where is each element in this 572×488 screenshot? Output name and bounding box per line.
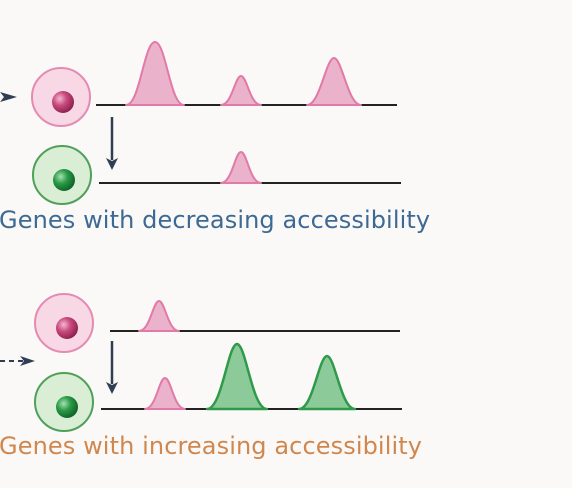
decreasing-accessibility-caption: Genes with decreasing accessibility bbox=[0, 206, 431, 234]
green-cell bbox=[34, 372, 94, 432]
accessibility-peak bbox=[205, 342, 269, 411]
accessibility-peak bbox=[220, 151, 262, 184]
cell-nucleus bbox=[53, 169, 75, 191]
green-cell bbox=[32, 145, 92, 205]
cell-nucleus bbox=[52, 91, 74, 113]
accessibility-peak bbox=[144, 377, 186, 410]
increasing-accessibility-caption: Genes with increasing accessibility bbox=[0, 432, 423, 460]
accessibility-peak bbox=[220, 75, 262, 106]
accessibility-peak bbox=[297, 354, 357, 411]
cell-nucleus bbox=[56, 317, 78, 339]
accessibility-peak bbox=[125, 41, 185, 106]
incoming-dashed-arrow-icon bbox=[0, 356, 35, 366]
accessibility-peak bbox=[138, 300, 180, 332]
increasing-panel bbox=[0, 293, 402, 432]
pink-cell bbox=[34, 293, 94, 353]
accessibility-peak bbox=[306, 57, 362, 106]
cell-nucleus bbox=[56, 396, 78, 418]
decreasing-panel bbox=[0, 41, 401, 205]
pink-cell bbox=[31, 67, 91, 127]
incoming-arrow-icon bbox=[0, 92, 17, 102]
transition-down-arrow-icon bbox=[106, 117, 118, 170]
transition-down-arrow-icon bbox=[106, 341, 118, 394]
